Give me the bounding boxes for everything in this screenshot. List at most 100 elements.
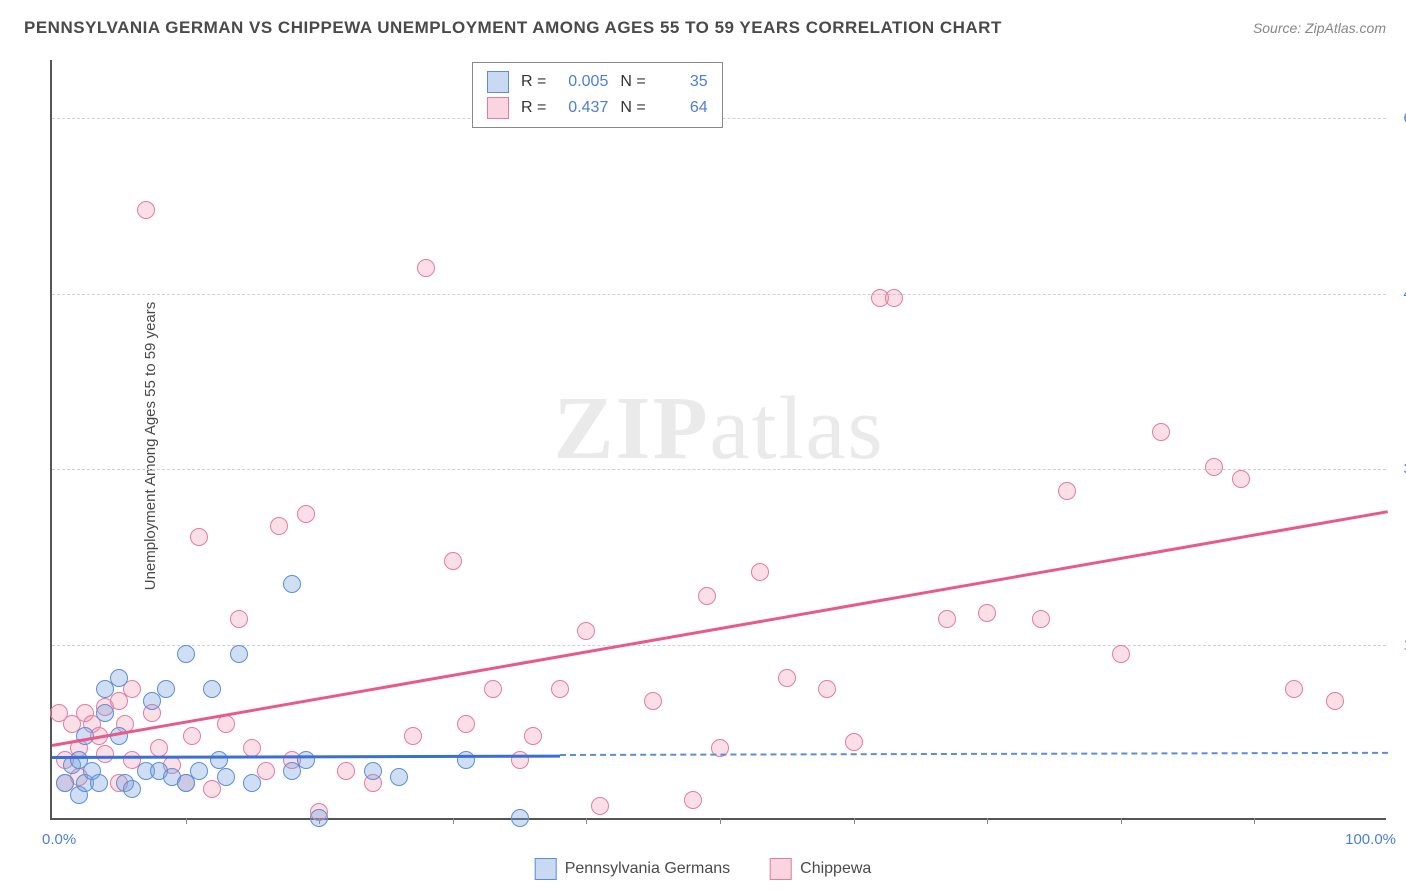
blue-point	[457, 751, 475, 769]
x-tick-0: 0.0%	[42, 831, 76, 848]
pink-point	[404, 727, 422, 745]
swatch-pink-icon	[770, 858, 792, 880]
legend-row-blue: R = 0.005 N = 35	[487, 69, 708, 95]
pink-point	[818, 680, 836, 698]
pink-point	[644, 692, 662, 710]
x-tick-mark	[854, 818, 855, 824]
pink-r-value: 0.437	[558, 99, 608, 117]
legend-row-pink: R = 0.437 N = 64	[487, 95, 708, 121]
blue-point	[90, 774, 108, 792]
watermark-zip: ZIP	[554, 379, 710, 478]
n-label: N =	[620, 73, 645, 91]
watermark-atlas: atlas	[710, 379, 885, 478]
x-tick-mark	[186, 818, 187, 824]
swatch-blue-icon	[487, 71, 509, 93]
swatch-pink-icon	[487, 97, 509, 119]
pink-point	[1285, 680, 1303, 698]
blue-point	[110, 727, 128, 745]
blue-r-value: 0.005	[558, 73, 608, 91]
r-label: R =	[521, 99, 546, 117]
correlation-legend: R = 0.005 N = 35 R = 0.437 N = 64	[472, 62, 723, 128]
legend-item-pink: Chippewa	[770, 858, 871, 880]
blue-point	[283, 575, 301, 593]
blue-point	[177, 645, 195, 663]
pink-point	[698, 587, 716, 605]
blue-point	[390, 768, 408, 786]
series-legend: Pennsylvania Germans Chippewa	[535, 858, 872, 880]
blue-point	[364, 762, 382, 780]
r-label: R =	[521, 73, 546, 91]
pink-point	[978, 604, 996, 622]
gridline	[52, 469, 1386, 470]
legend-label-pink: Chippewa	[800, 860, 871, 878]
trendline-pink	[52, 510, 1388, 746]
blue-point	[190, 762, 208, 780]
blue-point	[123, 780, 141, 798]
pink-point	[885, 289, 903, 307]
pink-n-value: 64	[658, 99, 708, 117]
pink-point	[845, 733, 863, 751]
pink-point	[297, 505, 315, 523]
x-tick-mark	[720, 818, 721, 824]
pink-point	[270, 517, 288, 535]
trendline-bluedash	[560, 752, 1388, 756]
legend-label-blue: Pennsylvania Germans	[565, 860, 730, 878]
pink-point	[217, 715, 235, 733]
blue-point	[217, 768, 235, 786]
pink-point	[190, 528, 208, 546]
pink-point	[150, 739, 168, 757]
pink-point	[1058, 482, 1076, 500]
pink-point	[243, 739, 261, 757]
x-tick-mark	[987, 818, 988, 824]
pink-point	[1112, 645, 1130, 663]
pink-point	[938, 610, 956, 628]
pink-point	[1232, 470, 1250, 488]
x-tick-mark	[1254, 818, 1255, 824]
x-tick-mark	[1121, 818, 1122, 824]
pink-point	[183, 727, 201, 745]
pink-point	[457, 715, 475, 733]
blue-point	[96, 704, 114, 722]
gridline	[52, 294, 1386, 295]
x-tick-100: 100.0%	[1345, 831, 1396, 848]
pink-point	[96, 745, 114, 763]
pink-point	[511, 751, 529, 769]
trendline-blue	[52, 754, 560, 758]
blue-n-value: 35	[658, 73, 708, 91]
pink-point	[444, 552, 462, 570]
pink-point	[524, 727, 542, 745]
pink-point	[778, 669, 796, 687]
pink-point	[1032, 610, 1050, 628]
pink-point	[230, 610, 248, 628]
pink-point	[551, 680, 569, 698]
blue-point	[243, 774, 261, 792]
pink-point	[751, 563, 769, 581]
blue-point	[157, 680, 175, 698]
gridline	[52, 645, 1386, 646]
pink-point	[591, 797, 609, 815]
pink-point	[137, 201, 155, 219]
blue-point	[230, 645, 248, 663]
blue-point	[297, 751, 315, 769]
blue-point	[511, 809, 529, 827]
x-tick-mark	[586, 818, 587, 824]
swatch-blue-icon	[535, 858, 557, 880]
pink-point	[684, 791, 702, 809]
watermark: ZIPatlas	[554, 377, 885, 480]
blue-point	[203, 680, 221, 698]
blue-point	[110, 669, 128, 687]
pink-point	[1152, 423, 1170, 441]
pink-point	[1205, 458, 1223, 476]
chart-title: PENNSYLVANIA GERMAN VS CHIPPEWA UNEMPLOY…	[24, 18, 1002, 38]
legend-item-blue: Pennsylvania Germans	[535, 858, 730, 880]
blue-point	[210, 751, 228, 769]
pink-point	[417, 259, 435, 277]
source-attribution: Source: ZipAtlas.com	[1253, 20, 1386, 36]
x-tick-mark	[453, 818, 454, 824]
pink-point	[1326, 692, 1344, 710]
pink-point	[337, 762, 355, 780]
pink-point	[484, 680, 502, 698]
n-label: N =	[620, 99, 645, 117]
scatter-plot-area: R = 0.005 N = 35 R = 0.437 N = 64 ZIPatl…	[50, 60, 1386, 820]
blue-point	[310, 809, 328, 827]
